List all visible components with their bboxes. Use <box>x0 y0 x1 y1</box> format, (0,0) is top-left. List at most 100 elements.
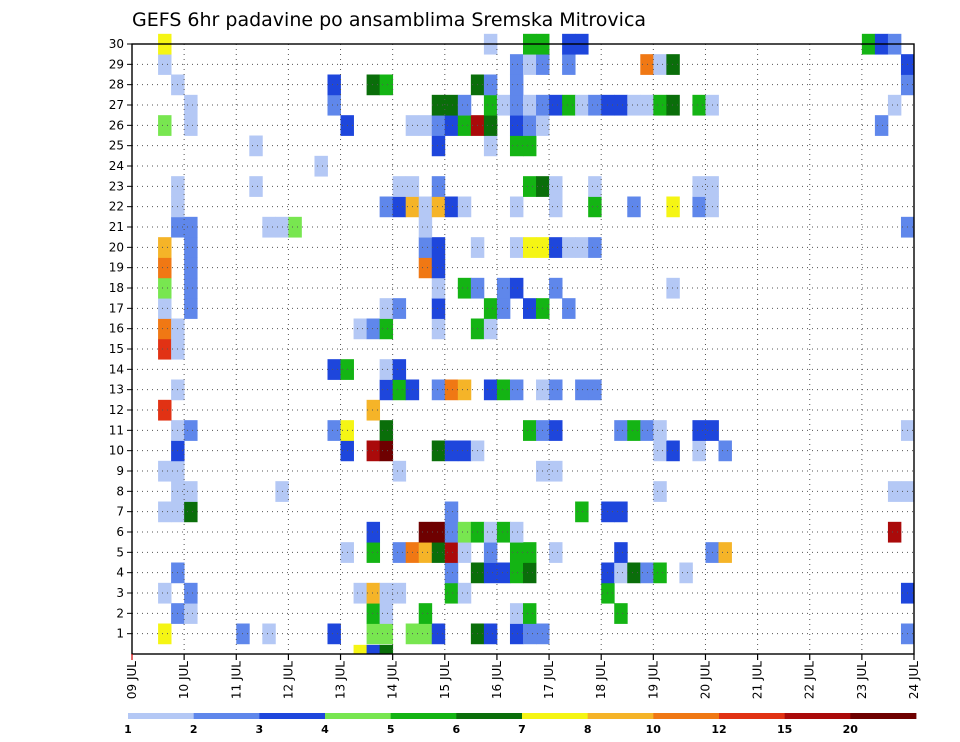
heatmap-cell-237 <box>444 94 459 116</box>
heatmap-cell-231 <box>523 115 537 136</box>
heatmap-cell-234 <box>184 94 198 116</box>
x-tick-label-8: 17 JUL <box>542 661 556 699</box>
heatmap-cell-208 <box>523 176 537 197</box>
heatmap-cell-25 <box>353 582 367 604</box>
x-tick-label-11: 20 JUL <box>699 661 713 699</box>
heatmap-cell-189 <box>379 196 394 218</box>
heatmap-cell-125 <box>483 379 498 401</box>
heatmap-cell-210 <box>549 176 563 197</box>
heatmap-cell-84 <box>158 460 172 482</box>
y-tick-label-10: 10 <box>109 444 124 458</box>
y-tick-label-11: 11 <box>109 423 124 437</box>
heatmap-cell-37 <box>496 562 511 584</box>
x-tick-label-0: 09 JUL <box>125 661 139 699</box>
heatmap-cell-91 <box>366 440 381 462</box>
colorbar-label-8: 10 <box>646 723 662 736</box>
heatmap-cell-94 <box>444 440 459 462</box>
y-tick-label-12: 12 <box>109 403 124 417</box>
heatmap-cell-169 <box>158 237 172 258</box>
heatmap-cell-65 <box>457 521 472 543</box>
heatmap-cell-7 <box>418 623 433 645</box>
heatmap-cell-140 <box>353 318 367 340</box>
y-tick-label-1: 1 <box>116 627 124 641</box>
heatmap-cell-180 <box>588 237 602 258</box>
y-tick-label-28: 28 <box>109 78 124 92</box>
heatmap-cell-155 <box>562 298 576 319</box>
heatmap-cell-129 <box>549 379 563 401</box>
heatmap-cell-182 <box>184 216 198 238</box>
colorbar-swatch-5 <box>456 713 523 719</box>
heatmap-cell-123 <box>444 379 459 401</box>
colorbar-swatch-1 <box>193 713 260 719</box>
colorbar-label-6: 7 <box>518 723 526 736</box>
heatmap-cell-12 <box>523 623 537 645</box>
colorbar-swatch-11 <box>850 713 917 719</box>
heatmap-cell-224 <box>418 115 433 136</box>
heatmap-cell-124 <box>457 379 472 401</box>
y-tick-label-17: 17 <box>109 301 124 315</box>
colorbar-label-7: 8 <box>584 723 592 736</box>
heatmap-cell-93 <box>431 440 446 462</box>
heatmap-cell-116 <box>158 399 172 421</box>
heatmap-cell-164 <box>666 277 680 299</box>
heatmap-cell-79 <box>184 481 198 502</box>
y-tick-label-13: 13 <box>109 383 124 397</box>
colorbar-label-11: 20 <box>843 723 859 736</box>
heatmap-cell-58 <box>614 542 628 563</box>
colorbar-swatch-6 <box>522 713 589 719</box>
colorbar-label-2: 3 <box>255 723 263 736</box>
heatmap-cell-175 <box>523 237 537 258</box>
heatmap-cell-136 <box>158 338 172 360</box>
heatmap-cell-227 <box>457 115 472 136</box>
heatmap-cell-165 <box>158 257 172 279</box>
y-tick-label-19: 19 <box>109 261 124 275</box>
colorbar-swatch-10 <box>784 713 851 719</box>
heatmap-cell-145 <box>483 318 498 340</box>
heatmap-cell-218 <box>509 135 524 157</box>
heatmap-cell-77 <box>614 501 628 523</box>
heatmap-cell-230 <box>509 115 524 136</box>
heatmap-cell-214 <box>314 155 328 177</box>
heatmap-cell-211 <box>588 176 602 197</box>
colorbar-label-1: 2 <box>190 723 198 736</box>
heatmap-cell-69 <box>509 521 524 543</box>
heatmap-cell-152 <box>496 298 511 319</box>
heatmap-cell-119 <box>379 379 394 401</box>
heatmap-cell-212 <box>692 176 706 197</box>
y-tick-label-6: 6 <box>116 525 124 539</box>
heatmap-cell-103 <box>327 420 341 441</box>
heatmap-cell-138 <box>158 318 172 340</box>
heatmap-cell-39 <box>523 562 537 584</box>
heatmap-cell-61 <box>366 521 381 543</box>
heatmap-cell-242 <box>523 94 537 116</box>
x-tick-label-10: 19 JUL <box>646 661 660 699</box>
heatmap-cell-18 <box>379 603 394 624</box>
heatmap-cell-241 <box>509 94 524 116</box>
heatmap-cell-23 <box>158 582 172 604</box>
heatmap-cell-247 <box>588 94 602 116</box>
heatmap-cell-57 <box>549 542 563 563</box>
heatmap-cell-bottom-0 <box>353 644 367 654</box>
heatmap-cell-54 <box>483 542 498 563</box>
heatmap-cell-86 <box>392 460 407 482</box>
y-tick-label-21: 21 <box>109 220 124 234</box>
heatmap-cell-166 <box>184 257 198 279</box>
y-tick-label-23: 23 <box>109 179 124 193</box>
y-tick-label-29: 29 <box>109 57 124 71</box>
heatmap-cell-0 <box>158 623 172 645</box>
x-tick-label-13: 22 JUL <box>803 661 817 699</box>
heatmap-cell-38 <box>509 562 524 584</box>
heatmap-cell-126 <box>496 379 511 401</box>
heatmap-cell-239 <box>483 94 498 116</box>
heatmap-cell-10 <box>483 623 498 645</box>
heatmap-cell-143 <box>431 318 446 340</box>
heatmap-cell-207 <box>431 176 446 197</box>
heatmap-cell-60 <box>718 542 732 563</box>
x-tick-label-3: 12 JUL <box>281 661 295 699</box>
heatmap-cell-253 <box>666 94 680 116</box>
heatmap-cell-249 <box>614 94 628 116</box>
heatmap-cell-183 <box>262 216 276 238</box>
heatmap-cell-159 <box>457 277 472 299</box>
heatmap-cell-34 <box>444 562 459 584</box>
heatmap-cell-42 <box>627 562 641 584</box>
